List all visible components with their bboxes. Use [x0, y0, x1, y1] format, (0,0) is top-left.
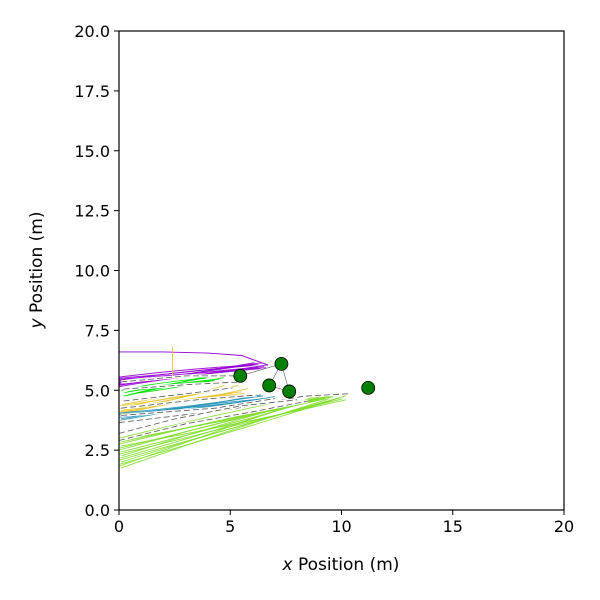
plot-area — [119, 347, 376, 469]
x-tick-label: 10 — [331, 517, 351, 536]
agent-marker — [233, 368, 248, 383]
y-tick-label: 5.0 — [85, 381, 110, 400]
trajectory-line-purple — [119, 367, 267, 380]
y-axis-ticks: 0.0 2.5 5.0 7.5 10.0 12.5 15.0 17.5 20.0 — [74, 22, 119, 520]
reference-path-dashed — [121, 375, 240, 383]
trajectory-line-purple — [119, 351, 269, 366]
agent-marker — [282, 384, 297, 399]
y-tick-label: 17.5 — [74, 82, 110, 101]
y-tick-label: 12.5 — [74, 202, 110, 221]
y-tick-label: 20.0 — [74, 22, 110, 41]
y-axis-label: y Position (m) — [27, 212, 47, 330]
reference-path-dashed — [121, 394, 257, 409]
y-tick-label: 7.5 — [85, 321, 110, 340]
x-tick-label: 5 — [225, 517, 235, 536]
reference-path-dashed — [123, 387, 233, 402]
x-axis-ticks: 0 5 10 15 20 — [114, 510, 574, 536]
trajectory-line-lime — [120, 399, 347, 447]
trajectory-line-lime — [119, 399, 333, 461]
trajectory-line-lime — [120, 398, 326, 441]
x-tick-label: 0 — [114, 517, 124, 536]
agent-marker — [262, 378, 277, 393]
trajectory-line-teal — [119, 395, 264, 414]
trajectory-line-lime — [120, 398, 330, 469]
trajectory-line-lime — [119, 394, 340, 445]
reference-path-dashed — [119, 400, 309, 441]
y-tick-label: 2.5 — [85, 441, 110, 460]
x-tick-label: 15 — [443, 517, 463, 536]
y-tick-label: 15.0 — [74, 142, 110, 161]
reference-path-dashed — [121, 398, 275, 416]
trajectory-line-purple — [119, 364, 259, 378]
reference-path-dashed — [119, 399, 298, 434]
agent-marker — [361, 380, 376, 395]
agent-marker — [274, 357, 289, 371]
x-tick-label: 20 — [554, 517, 574, 536]
y-tick-label: 0.0 — [85, 501, 110, 520]
trajectory-line-lime — [119, 398, 343, 455]
agent-connection — [240, 363, 282, 377]
reference-path-dashed — [123, 381, 242, 390]
series-group — [119, 347, 376, 469]
x-axis-label: x Position (m) — [282, 555, 400, 575]
y-tick-label: 10.0 — [74, 262, 110, 281]
